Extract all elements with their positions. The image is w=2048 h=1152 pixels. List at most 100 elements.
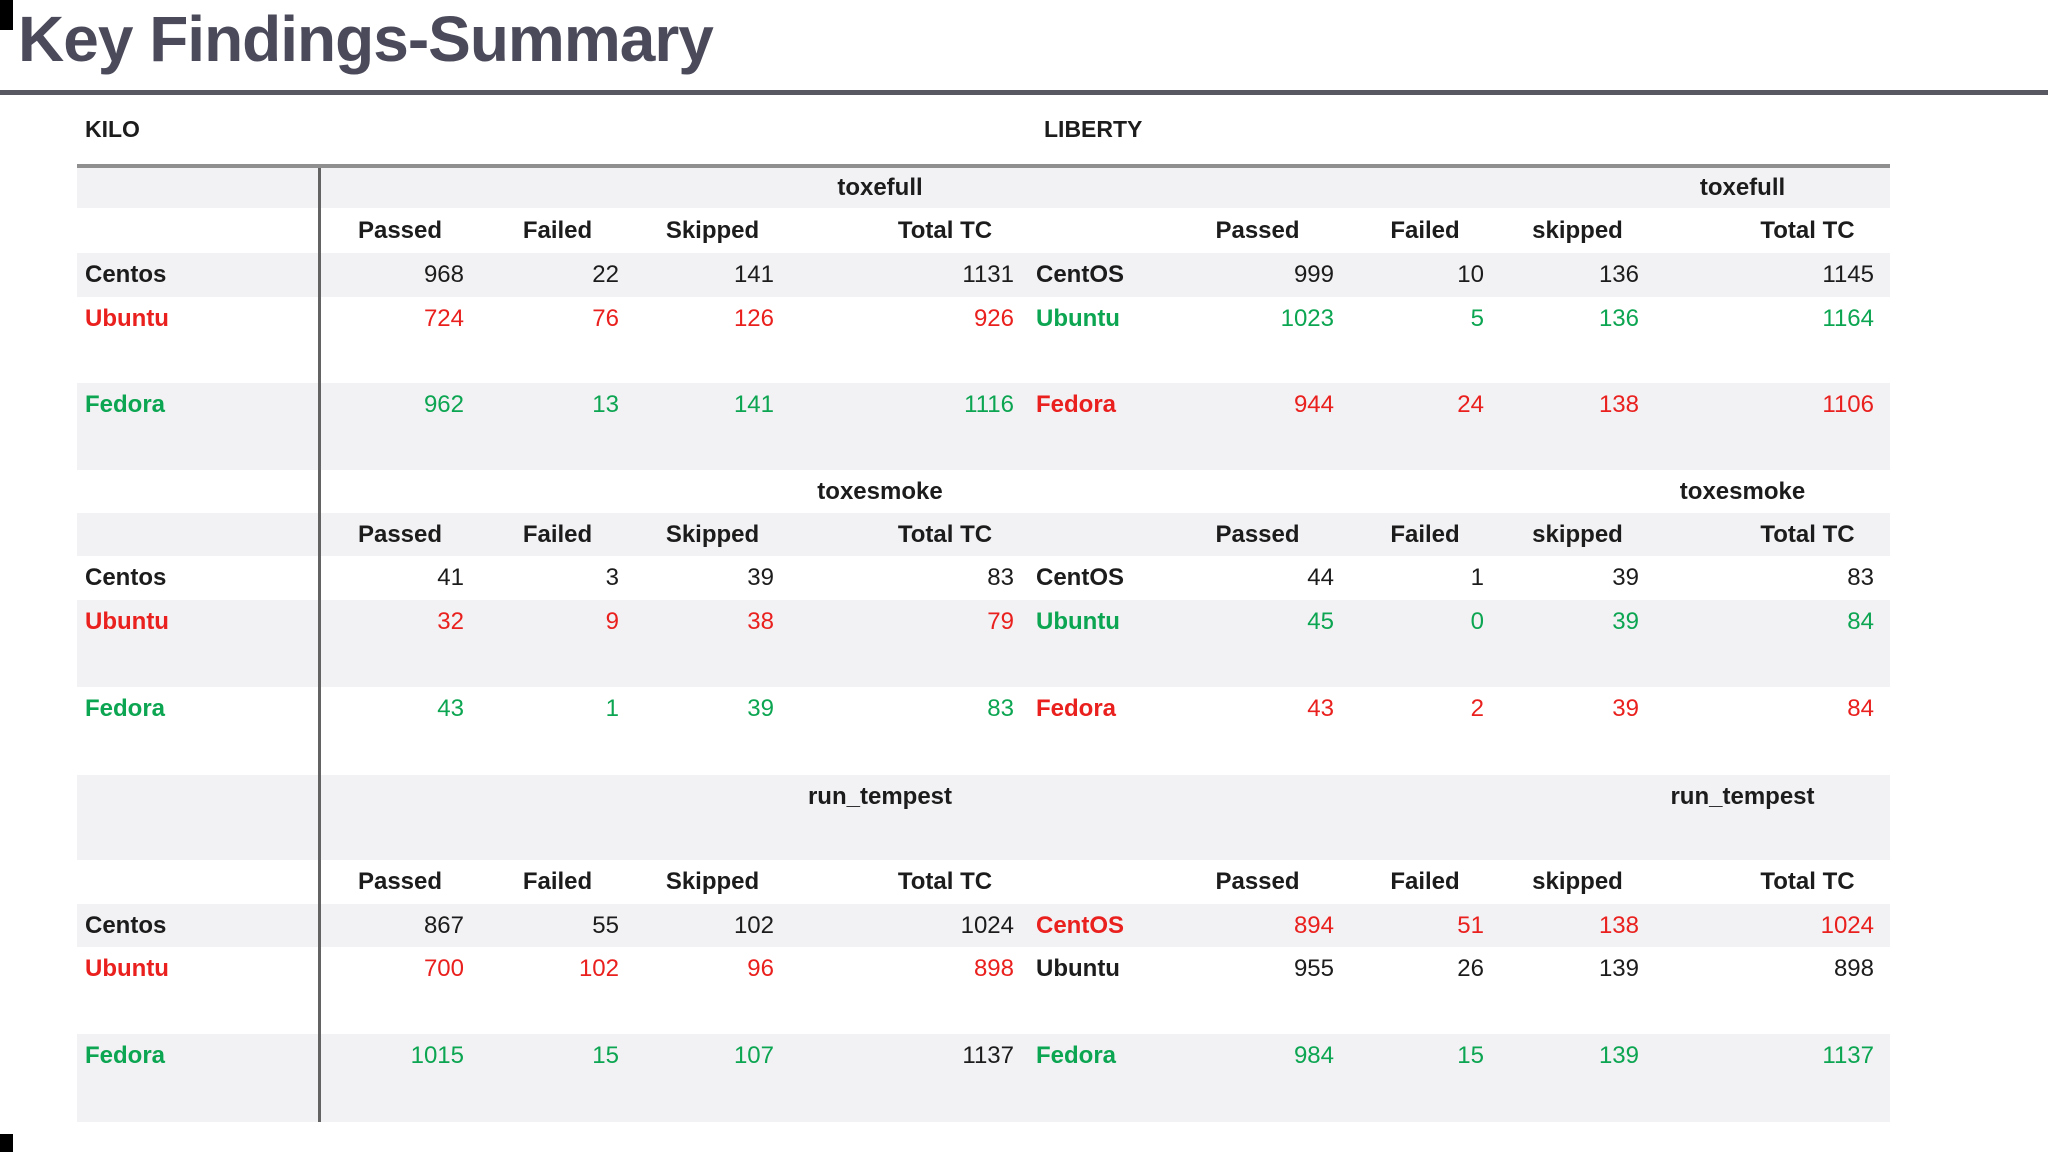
value-cell: 926	[973, 304, 1014, 332]
value-cell: 39	[1612, 564, 1639, 591]
value-cell: 102	[733, 911, 774, 939]
liberty-group-label: LIBERTY	[1044, 116, 1143, 142]
value-cell: 955	[1293, 955, 1334, 982]
value-cell: 3	[605, 564, 619, 591]
value-cell: 898	[973, 955, 1014, 982]
column-header: Failed	[522, 868, 593, 895]
value-cell: 43	[437, 695, 464, 722]
column-header: Total TC	[897, 868, 993, 895]
spacer-cell	[77, 168, 320, 208]
spacer-cell	[1165, 731, 1350, 775]
value-cell: 43	[1307, 695, 1334, 722]
spacer-cell	[1030, 208, 1165, 253]
os-cell: Ubuntu	[85, 608, 169, 635]
value-cell: 51	[1457, 911, 1484, 939]
value-cell: 41	[437, 564, 464, 591]
spacer-cell	[1350, 775, 1500, 860]
os-cell: CentOS	[1036, 564, 1125, 591]
value-cell: 84	[1847, 695, 1874, 722]
os-cell: Centos	[85, 261, 167, 288]
spacer-cell	[1350, 470, 1500, 513]
column-header: Total TC	[1760, 520, 1855, 548]
spacer-cell	[1030, 168, 1165, 208]
spacer-cell	[1500, 470, 1655, 513]
section-toxesmoke-head: Passed Failed Skipped Total TC Passed Failed s…	[77, 513, 1890, 556]
value-cell: 39	[747, 564, 774, 591]
value-cell: 55	[592, 911, 619, 939]
column-header: Passed	[357, 520, 443, 548]
spacer-cell	[1030, 860, 1165, 904]
section-run_tempest-row-0: Centos 867 55 102 1024 CentOS 894 51 138 1024	[77, 904, 1890, 947]
value-cell: 724	[423, 304, 464, 332]
column-header: Passed	[1215, 868, 1300, 895]
os-cell: Fedora	[1036, 391, 1117, 418]
spacer-cell	[635, 775, 790, 860]
column-header: Total TC	[1760, 868, 1855, 895]
column-header: Passed	[1215, 520, 1300, 548]
value-cell: 1024	[960, 911, 1014, 939]
spacer-cell	[77, 340, 320, 383]
spacer-cell	[1030, 731, 1165, 775]
spacer-cell	[320, 340, 480, 383]
spacer-cell	[480, 168, 635, 208]
spacer-cell	[635, 168, 790, 208]
value-cell: 38	[747, 608, 774, 635]
section-run_tempest-head: Passed Failed Skipped Total TC Passed Failed s…	[77, 860, 1890, 904]
column-header: Passed	[357, 868, 443, 895]
column-header: Passed	[1215, 216, 1300, 244]
value-cell: 44	[1307, 564, 1334, 591]
column-header: Total TC	[897, 520, 993, 548]
section-toxefull-row-2: Fedora 962 13 141 1116 Fedora 944 24 138 1106	[77, 383, 1890, 470]
spacer-cell	[1165, 168, 1350, 208]
column-header: Skipped	[665, 520, 760, 548]
value-cell: 1	[605, 695, 619, 722]
value-cell: 944	[1293, 391, 1334, 418]
section-label-kilo: run_tempest	[807, 783, 953, 810]
column-header: skipped	[1532, 216, 1623, 244]
section-toxesmoke-row-1: Ubuntu 32 9 38 79 Ubuntu 45 0 39 84	[77, 600, 1890, 687]
spacer-cell	[1500, 340, 1655, 383]
value-cell: 39	[747, 695, 774, 722]
value-cell: 1015	[410, 1042, 464, 1069]
os-cell: Fedora	[85, 1042, 166, 1069]
value-cell: 0	[1470, 608, 1484, 635]
value-cell: 1145	[1822, 261, 1874, 288]
os-cell: Fedora	[85, 695, 166, 722]
value-cell: 39	[1612, 608, 1639, 635]
os-cell: Ubuntu	[1036, 955, 1120, 982]
section-run_tempest-row-1: Ubuntu 700 102 96 898 Ubuntu 955 26 139 898	[77, 947, 1890, 1034]
spacer-cell	[1030, 340, 1165, 383]
value-cell: 141	[733, 391, 774, 418]
os-cell: Ubuntu	[1036, 304, 1120, 332]
spacer-cell	[1500, 731, 1655, 775]
value-cell: 39	[1612, 695, 1639, 722]
spacer-cell	[77, 208, 320, 253]
spacer-cell	[480, 340, 635, 383]
os-cell: Ubuntu	[85, 304, 169, 332]
value-cell: 13	[592, 391, 619, 418]
value-cell: 999	[1293, 261, 1334, 288]
spacer-cell	[1030, 513, 1165, 556]
value-cell: 136	[1598, 261, 1639, 288]
section-toxesmoke-label: toxesmoke toxesmoke	[77, 470, 1890, 513]
value-cell: 96	[747, 955, 774, 982]
value-cell: 83	[987, 695, 1014, 722]
spacer-cell	[320, 470, 480, 513]
value-cell: 984	[1293, 1042, 1334, 1069]
spacer-cell	[480, 775, 635, 860]
spacer-cell	[790, 731, 1030, 775]
value-cell: 1	[1470, 564, 1484, 591]
spacer-cell	[77, 860, 320, 904]
os-cell: CentOS	[1036, 261, 1125, 288]
title-underline	[0, 90, 2048, 95]
section-label-liberty: toxefull	[1699, 174, 1786, 201]
spacer-cell	[1030, 470, 1165, 513]
value-cell: 1024	[1820, 911, 1874, 939]
value-cell: 84	[1847, 608, 1874, 635]
value-cell: 968	[423, 261, 464, 288]
page-title: Key Findings-Summary	[18, 3, 714, 75]
value-cell: 1023	[1280, 304, 1334, 332]
column-header: Total TC	[1760, 216, 1855, 244]
os-cell: Centos	[85, 564, 167, 591]
spacer-cell	[1500, 775, 1655, 860]
